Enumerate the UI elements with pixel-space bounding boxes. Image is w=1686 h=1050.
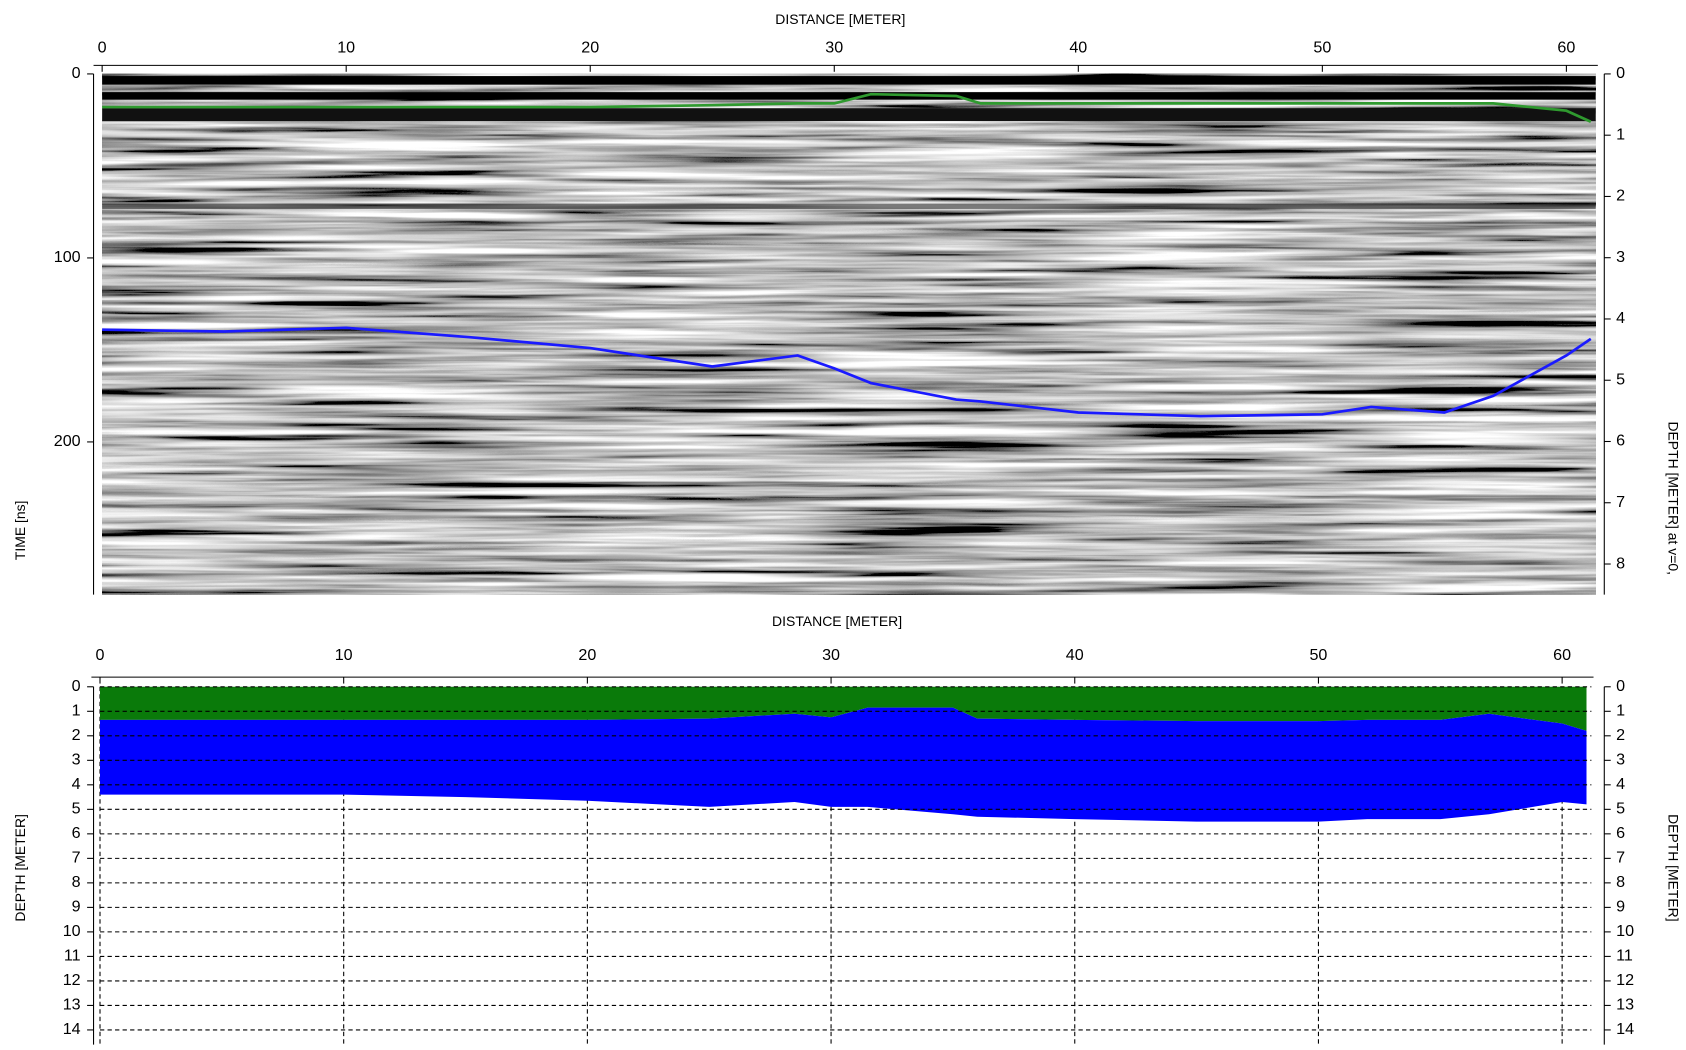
y2-tick-label: 3 [1616, 248, 1625, 266]
y-tick-label: 8 [72, 873, 81, 891]
y-tick-label: 14 [63, 1020, 81, 1038]
y2-tick-label: 13 [1616, 996, 1634, 1014]
x-tick-label: 30 [825, 38, 843, 56]
y-axis-title: DEPTH [METER] [12, 814, 28, 921]
y-tick-label: 0 [72, 677, 81, 695]
y-tick-label: 100 [54, 248, 81, 266]
y-tick-label: 5 [72, 800, 81, 818]
x-tick-label: 50 [1309, 646, 1327, 664]
y-tick-label: 3 [72, 751, 81, 769]
y2-tick-label: 1 [1616, 702, 1625, 720]
direct-wave-band [102, 76, 1596, 85]
y2-axis-title: DEPTH [METER] at v=0, [1665, 421, 1681, 574]
y2-tick-label: 2 [1616, 187, 1625, 205]
y2-tick-label: 14 [1616, 1020, 1634, 1038]
y-tick-label: 10 [63, 922, 81, 940]
radar-image [102, 73, 1596, 595]
y-tick-label: 2 [72, 726, 81, 744]
x-tick-label: 40 [1069, 38, 1087, 56]
y-tick-label: 9 [72, 898, 81, 916]
direct-wave-band [102, 92, 1596, 100]
y2-tick-label: 3 [1616, 751, 1625, 769]
y2-tick-label: 5 [1616, 800, 1625, 818]
x-tick-label: 10 [337, 38, 355, 56]
reflector-band [102, 203, 1596, 209]
y2-tick-label: 12 [1616, 971, 1634, 989]
y-tick-label: 11 [64, 947, 81, 965]
x-tick-label: 20 [581, 38, 599, 56]
y2-tick-label: 2 [1616, 726, 1625, 744]
layer-area [99, 707, 1587, 822]
x-axis-title: DISTANCE [METER] [772, 613, 902, 629]
y2-tick-label: 8 [1616, 554, 1625, 572]
x-tick-label: 30 [822, 646, 840, 664]
y2-tick-label: 4 [1616, 775, 1625, 793]
y-tick-label: 7 [72, 849, 81, 867]
y2-tick-label: 0 [1616, 677, 1625, 695]
y-tick-label: 12 [63, 971, 81, 989]
x-axis-title: DISTANCE [METER] [775, 11, 905, 27]
x-tick-label: 60 [1553, 646, 1571, 664]
y2-tick-label: 6 [1616, 824, 1625, 842]
radargram [102, 73, 1596, 595]
y-tick-label: 200 [54, 432, 81, 450]
y2-axis-title: DEPTH [METER] [1665, 814, 1681, 921]
y-axis-title: TIME [ns] [12, 501, 28, 561]
y2-tick-label: 7 [1616, 849, 1625, 867]
y-tick-label: 0 [72, 64, 81, 82]
x-tick-label: 50 [1313, 38, 1331, 56]
pick-line [102, 92, 1592, 123]
y2-tick-label: 4 [1616, 309, 1625, 327]
y-tick-label: 4 [72, 775, 81, 793]
y2-tick-label: 10 [1616, 922, 1634, 940]
y2-tick-label: 9 [1616, 898, 1625, 916]
pick-line [102, 326, 1592, 418]
x-tick-label: 20 [578, 646, 596, 664]
x-tick-label: 10 [335, 646, 353, 664]
y-tick-label: 13 [63, 996, 81, 1014]
y2-tick-label: 7 [1616, 493, 1625, 511]
y2-tick-label: 5 [1616, 370, 1625, 388]
x-tick-label: 40 [1066, 646, 1084, 664]
x-tick-label: 60 [1557, 38, 1575, 56]
y2-tick-label: 0 [1616, 64, 1625, 82]
y2-tick-label: 1 [1616, 125, 1625, 143]
x-tick-label: 0 [98, 38, 107, 56]
y2-tick-label: 8 [1616, 873, 1625, 891]
y2-tick-label: 11 [1616, 947, 1633, 965]
x-tick-label: 0 [96, 646, 105, 664]
y-tick-label: 1 [72, 702, 81, 720]
y-tick-label: 6 [72, 824, 81, 842]
y2-tick-label: 6 [1616, 432, 1625, 450]
direct-wave-band [102, 108, 1596, 122]
